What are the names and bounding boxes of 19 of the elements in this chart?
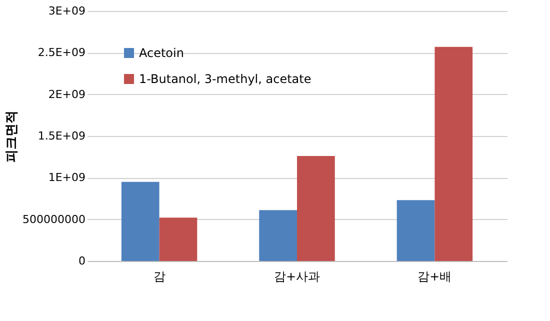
x-tick-label: 감 bbox=[153, 270, 166, 284]
y-tick-label: 1E+09 bbox=[48, 171, 86, 184]
y-tick-label: 0 bbox=[78, 254, 86, 268]
x-tick-label: 감+배 bbox=[418, 270, 452, 284]
y-tick-label: 1.5E+09 bbox=[38, 130, 86, 142]
y-tick-label: 3E+09 bbox=[48, 4, 86, 18]
bar bbox=[434, 46, 473, 261]
bar bbox=[159, 218, 198, 261]
legend-label: Acetoin bbox=[139, 46, 184, 60]
bar bbox=[121, 182, 160, 261]
bar bbox=[297, 156, 335, 261]
x-tick-label: 감+사과 bbox=[274, 270, 320, 284]
bar bbox=[396, 200, 435, 261]
y-tick-label: 500000000 bbox=[22, 212, 86, 226]
y-tick-label: 2.5E+09 bbox=[38, 46, 86, 60]
y-axis-title: 피크면적 bbox=[4, 110, 20, 162]
bar bbox=[259, 210, 297, 261]
legend-label: 1-Butanol, 3-methyl, acetate bbox=[139, 72, 312, 86]
y-tick-label: 2E+09 bbox=[48, 88, 86, 101]
